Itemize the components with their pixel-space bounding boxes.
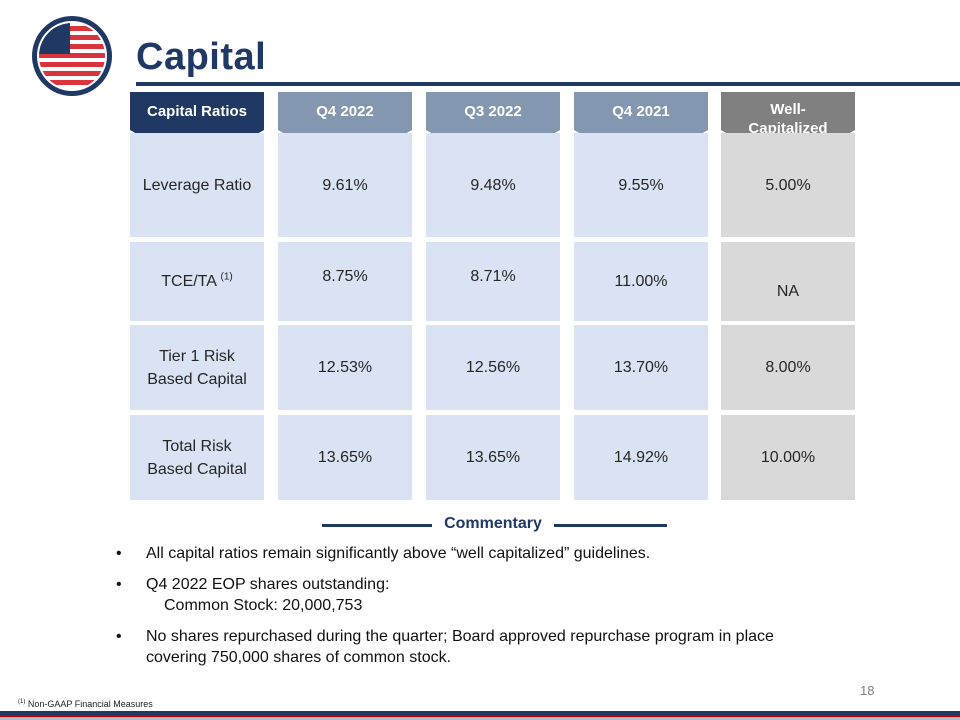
cell-leverage-well: 5.00% (721, 133, 855, 237)
title-rule (136, 82, 960, 86)
bullet-text: No shares repurchased during the quarter… (146, 628, 774, 645)
bullet-icon: • (116, 545, 122, 562)
company-logo (32, 16, 112, 96)
list-item: • No shares repurchased during the quart… (116, 626, 856, 668)
cell-total-q4-2021: 14.92% (574, 415, 708, 500)
cell-tce-well: NA (721, 242, 855, 321)
header-label-q4-2022: Q4 2022 (316, 102, 374, 120)
bullet-text: Q4 2022 EOP shares outstanding: (146, 576, 390, 593)
cell-tier1-q3-2022: 12.56% (426, 325, 560, 410)
bullet-subtext: Common Stock: 20,000,753 (164, 597, 363, 614)
list-item: • Q4 2022 EOP shares outstanding: Common… (116, 574, 856, 616)
page-title: Capital (136, 36, 267, 78)
cell-total-q4-2022: 13.65% (278, 415, 412, 500)
row-label-total-risk-based-capital: Total Risk Based Capital (130, 415, 264, 500)
header-label-q3-2022: Q3 2022 (464, 102, 522, 120)
header-label-well-capitalized: Well- Capitalized (748, 101, 828, 137)
cell-total-well: 10.00% (721, 415, 855, 500)
header-label-q4-2021: Q4 2021 (612, 102, 670, 120)
bullet-text-continued: covering 750,000 shares of common stock. (146, 649, 452, 666)
row-label-tier1-risk-based-capital: Tier 1 Risk Based Capital (130, 325, 264, 410)
cell-tier1-q4-2021: 13.70% (574, 325, 708, 410)
bullet-text: All capital ratios remain significantly … (146, 545, 651, 562)
cell-tier1-well: 8.00% (721, 325, 855, 410)
row-label-tce-ta: TCE/TA (1) (130, 242, 264, 321)
footer-shadow-bar (0, 717, 960, 720)
footer-bar (0, 711, 960, 715)
footer-accent-bar (0, 715, 960, 717)
cell-tce-q3-2022: 8.71% (426, 242, 560, 321)
list-item: • All capital ratios remain significantl… (116, 543, 856, 564)
commentary-rule-left (322, 524, 432, 527)
commentary-list: • All capital ratios remain significantl… (116, 543, 856, 678)
cell-tce-q4-2021: 11.00% (574, 242, 708, 321)
commentary-title: Commentary (444, 515, 542, 532)
header-label-capital-ratios: Capital Ratios (146, 102, 248, 120)
page-number: 18 (860, 683, 875, 698)
commentary-rule-right (554, 524, 667, 527)
row-label-leverage-ratio: Leverage Ratio (130, 133, 264, 237)
cell-total-q3-2022: 13.65% (426, 415, 560, 500)
footnote-marker: (1) (220, 271, 233, 283)
cell-leverage-q4-2022: 9.61% (278, 133, 412, 237)
cell-leverage-q4-2021: 9.55% (574, 133, 708, 237)
cell-tier1-q4-2022: 12.53% (278, 325, 412, 410)
footnote: (1) Non-GAAP Financial Measures (18, 699, 153, 709)
bullet-icon: • (116, 576, 122, 593)
cell-leverage-q3-2022: 9.48% (426, 133, 560, 237)
bullet-icon: • (116, 628, 122, 645)
cell-tce-q4-2022: 8.75% (278, 242, 412, 321)
